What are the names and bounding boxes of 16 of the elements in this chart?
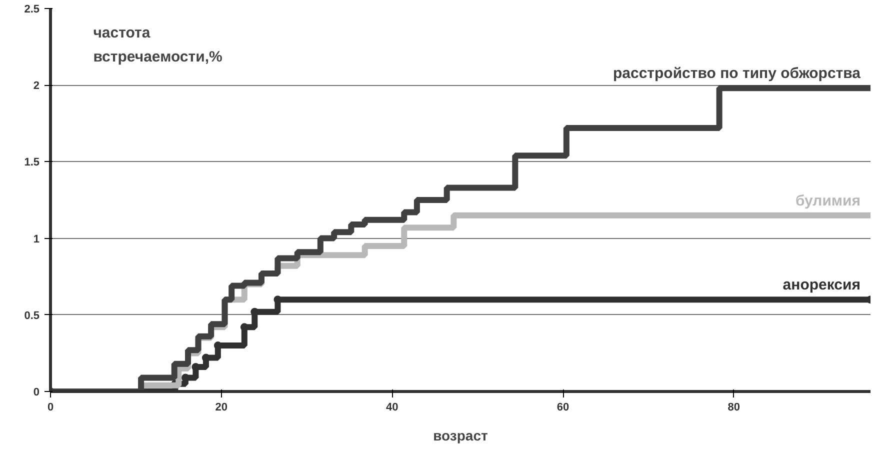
x-axis-title: возраст: [433, 428, 488, 444]
series-label: расстройство по типу обжорства: [612, 65, 862, 82]
y-tick-label: 1.5: [24, 156, 40, 169]
x-tick-label: 60: [556, 402, 570, 414]
x-tick-label: 0: [47, 402, 54, 414]
y-tick-label: 0: [33, 386, 40, 398]
x-tick-label: 40: [386, 402, 398, 414]
series-label: булимия: [795, 192, 861, 210]
y-tick-label: 2.5: [24, 4, 40, 16]
series-label: анорексия: [782, 276, 861, 294]
x-tick-label: 80: [728, 402, 740, 414]
y-axis-title: частота встречаемости,%: [93, 24, 222, 66]
y-tick-label: 2: [33, 80, 40, 92]
x-tick-label: 20: [215, 402, 228, 414]
y-tick-label: 0.5: [24, 310, 40, 322]
y-tick-label: 1: [33, 233, 40, 246]
